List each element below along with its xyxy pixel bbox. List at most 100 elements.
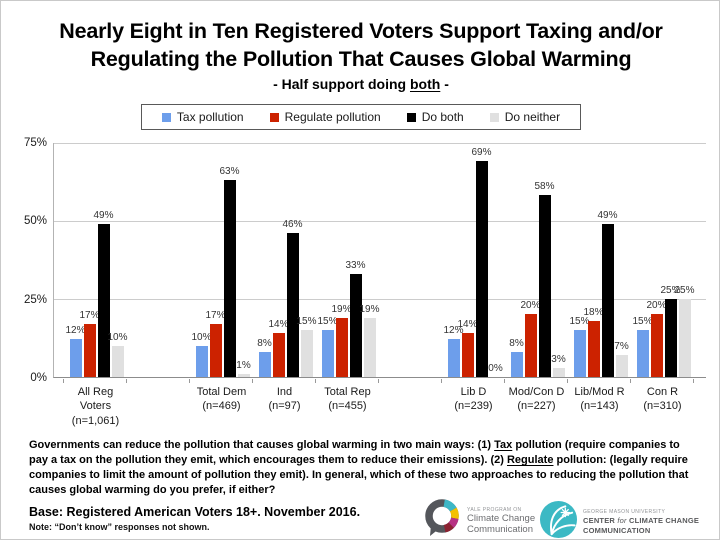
bar-value-label: 58% xyxy=(534,181,555,193)
gmu-center-icon xyxy=(539,500,578,539)
bar-value-label: 49% xyxy=(597,209,618,221)
barwrap: 1% xyxy=(236,143,251,377)
barwrap: 25% xyxy=(674,143,695,377)
bar-value-label: 15% xyxy=(317,316,338,327)
bar-value-label: 15% xyxy=(296,316,317,327)
bar xyxy=(111,345,124,377)
bar xyxy=(447,339,460,377)
bar xyxy=(461,333,474,377)
legend-item-4: Do neither xyxy=(489,110,561,124)
barwrap: 49% xyxy=(597,143,618,377)
barwrap: 20% xyxy=(646,143,667,377)
bar xyxy=(678,298,691,377)
bar xyxy=(636,330,649,377)
category-labels: All Reg Voters (n=1,061) Total Dem (n=469… xyxy=(64,385,694,428)
bar-value-label: 8% xyxy=(509,337,524,349)
bar-value-label: 12% xyxy=(65,325,86,337)
bar-value-label: 49% xyxy=(93,209,114,221)
legend-swatch-icon xyxy=(161,112,171,122)
barwrap: 3% xyxy=(551,143,566,377)
gridline-50 xyxy=(54,220,706,222)
legend-item-2: Regulate pollution xyxy=(269,110,381,124)
barwrap: 63% xyxy=(219,143,240,377)
gridline-25 xyxy=(54,299,706,300)
chart-title: Nearly Eight in Ten Registered Voters Su… xyxy=(1,17,719,74)
barwrap: 69% xyxy=(471,143,492,377)
barwrap: 17% xyxy=(79,143,100,377)
bar xyxy=(349,273,362,377)
legend: Tax pollution Regulate pollution Do both Do… xyxy=(1,104,719,130)
bar xyxy=(258,351,271,377)
bar-value-label: 25% xyxy=(660,284,681,296)
bar xyxy=(475,160,488,377)
gmu-center-label: CENTER for CLIMATE CHANGE xyxy=(583,516,700,526)
bar-value-label: 8% xyxy=(257,337,272,349)
barwrap: 49% xyxy=(93,143,114,377)
yale-climate-change-label: Climate Change xyxy=(467,512,536,524)
bar-group: 8% 20% 58% 3% xyxy=(506,143,569,377)
note-text: Note: “Don’t know” responses not shown. xyxy=(29,522,210,532)
bar-value-label: 20% xyxy=(646,300,667,312)
yale-program-on-label: YALE PROGRAM ON xyxy=(467,506,522,513)
bar xyxy=(524,314,537,377)
plot-area: 12% 17% 49% 10% 10% 17% 63% 1% 8% 14% 46% 15% 15% 19%… xyxy=(53,143,706,378)
bar-group: 15% 20% 25% 25% xyxy=(632,143,695,377)
bar-value-label: 12% xyxy=(443,325,464,337)
bar-group: 15% 18% 49% 7% xyxy=(569,143,632,377)
bar xyxy=(335,317,348,377)
bar-value-label: 33% xyxy=(345,259,366,271)
chart-subtitle: - Half support doing both - xyxy=(273,76,449,92)
barwrap: 10% xyxy=(107,143,128,377)
y-axis-tick-75: 75% xyxy=(23,137,47,149)
bar-value-label: 25% xyxy=(674,284,695,296)
gmu-logo-group: GEORGE MASON UNIVERSITY CENTER for CLIMA… xyxy=(539,500,700,539)
bar xyxy=(538,195,551,377)
chart-title-line-2: Regulating the Pollution That Causes Glo… xyxy=(90,47,632,72)
bar xyxy=(615,355,628,377)
barwrap: 19% xyxy=(331,143,352,377)
gmu-communication-label: COMMUNICATION xyxy=(583,525,651,535)
y-axis-tick-0: 0% xyxy=(30,372,47,384)
bar xyxy=(97,223,110,377)
bar-value-label: 1% xyxy=(236,359,251,371)
yale-logo-group: YALE PROGRAM ON Climate Change Communica… xyxy=(424,498,536,539)
category-label-spacer xyxy=(127,385,190,428)
barwrap: 10% xyxy=(191,143,212,377)
gmu-university-label: GEORGE MASON UNIVERSITY xyxy=(583,509,666,516)
barwrap: 19% xyxy=(359,143,380,377)
barwrap: 0% xyxy=(488,143,503,377)
bar-value-label: 19% xyxy=(359,303,380,315)
bar-group: 8% 14% 46% 15% xyxy=(254,143,317,377)
category-label: Total Rep (n=455) xyxy=(324,386,371,413)
bar xyxy=(573,330,586,377)
yale-climate-connections-icon xyxy=(424,498,462,539)
bar-value-label: 10% xyxy=(191,331,212,343)
bar xyxy=(664,298,677,377)
bar xyxy=(552,367,565,377)
y-axis-tick-25: 25% xyxy=(23,294,47,306)
bar-group: 12% 14% 69% 0% xyxy=(443,143,506,377)
barwrap: 33% xyxy=(345,143,366,377)
bar-value-label: 15% xyxy=(632,316,653,327)
group-spacer xyxy=(380,143,443,377)
legend-label: Do neither xyxy=(504,110,561,124)
bar xyxy=(650,314,663,377)
gridline-75 xyxy=(54,143,706,144)
legend-swatch-icon xyxy=(269,112,279,122)
legend-box: Tax pollution Regulate pollution Do both Do… xyxy=(140,104,582,130)
barwrap: 15% xyxy=(317,143,338,377)
bar-value-label: 15% xyxy=(569,316,590,327)
plot-groups: 12% 17% 49% 10% 10% 17% 63% 1% 8% 14% 46% 15% 15% 19%… xyxy=(65,143,695,377)
bar-value-label: 14% xyxy=(457,319,478,331)
bar-value-label: 20% xyxy=(520,300,541,312)
category-label: Total Dem (n=469) xyxy=(196,386,247,413)
barwrap: 17% xyxy=(205,143,226,377)
barwrap: 15% xyxy=(296,143,317,377)
group-spacer xyxy=(128,143,191,377)
bar-value-label: 0% xyxy=(488,363,503,374)
category-label: Lib D (n=239) xyxy=(454,386,493,413)
category-label: Mod/Con D (n=227) xyxy=(508,386,565,413)
bar-value-label: 3% xyxy=(551,353,566,365)
barwrap: 20% xyxy=(520,143,541,377)
